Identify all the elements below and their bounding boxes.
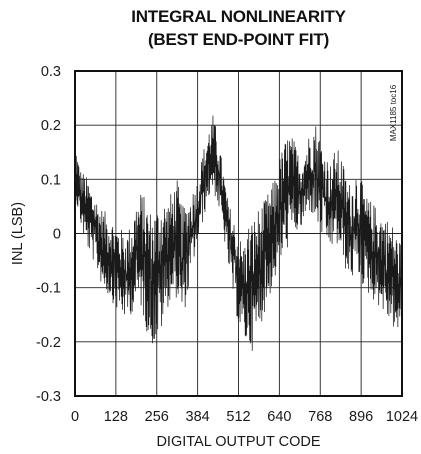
x-tick-label: 1024 [386, 409, 418, 425]
x-tick-label: 896 [349, 409, 373, 425]
x-tick-label: 640 [267, 409, 291, 425]
y-axis-label: INL (LSB) [10, 202, 26, 265]
y-tick-label: -0.3 [36, 389, 61, 405]
x-tick-label: 0 [71, 409, 79, 425]
y-tick-label: -0.2 [36, 335, 61, 351]
chart-title: INTEGRAL NONLINEARITY (BEST END-POINT FI… [131, 7, 347, 49]
y-tick-label: 0.1 [41, 172, 61, 188]
x-tick-label: 768 [308, 409, 332, 425]
chart-title-line-2: (BEST END-POINT FIT) [148, 30, 329, 49]
x-axis-ticks: 0 128 256 384 512 640 768 896 1024 [71, 409, 418, 425]
figure-id-annotation: MAX1185 toc16 [389, 84, 398, 141]
x-tick-label: 256 [145, 409, 169, 425]
plot-area-frame [74, 70, 403, 397]
x-tick-label: 384 [186, 409, 210, 425]
y-axis-ticks: 0.3 0.2 0.1 0 -0.1 -0.2 -0.3 [36, 64, 61, 405]
x-tick-label: 128 [104, 409, 128, 425]
y-tick-label: 0 [53, 227, 61, 243]
y-tick-label: -0.1 [36, 281, 61, 297]
y-tick-label: 0.3 [41, 64, 61, 80]
x-tick-label: 512 [226, 409, 250, 425]
y-tick-label: 0.2 [41, 118, 61, 134]
inl-series [74, 115, 403, 351]
x-axis-label: DIGITAL OUTPUT CODE [156, 434, 320, 450]
inl-trace-line [74, 115, 403, 351]
chart-title-line-1: INTEGRAL NONLINEARITY [131, 7, 346, 26]
